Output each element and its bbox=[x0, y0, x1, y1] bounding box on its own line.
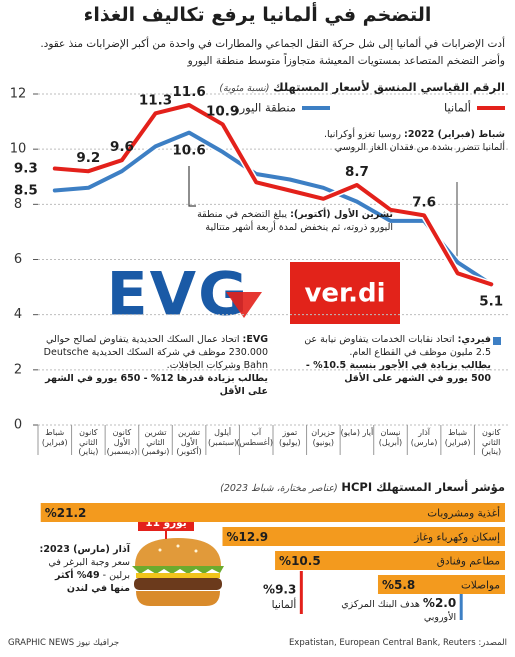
line-chart-unit: (نسبة مئوية) bbox=[219, 83, 270, 94]
y-tick-label: 8 bbox=[14, 197, 22, 212]
annotation: شباط (فبراير) 2022: روسيا تغزو أوكرانيا.… bbox=[315, 128, 505, 154]
x-tick-label: آذار (مارس) bbox=[410, 428, 438, 447]
y-tick-label: 6 bbox=[14, 252, 22, 267]
evg-logo: EVG bbox=[107, 260, 250, 330]
subtitle: أدت الإضرابات في ألمانيا إلى شل حركة الن… bbox=[40, 38, 505, 50]
seed bbox=[158, 548, 162, 552]
bar-chart-header: مؤشر أسعار المستهلك HCPI (عناصر مختارة، … bbox=[220, 480, 505, 494]
value-label: 5.1 bbox=[479, 293, 503, 309]
x-tick-label: تموز (يوليو) bbox=[278, 428, 301, 447]
value-label: 9.3 bbox=[14, 160, 38, 176]
verdi-logo-box bbox=[290, 262, 400, 324]
value-label: 7.6 bbox=[412, 194, 436, 210]
annotation-text: روسيا تغزو أوكرانيا. ألمانيا تتضرر بشدة … bbox=[323, 129, 505, 153]
bar bbox=[40, 503, 505, 522]
bar bbox=[275, 551, 505, 570]
patty bbox=[134, 578, 222, 590]
evg-logo-accent bbox=[226, 292, 262, 318]
line bbox=[52, 130, 494, 287]
category-label: إسكان وكهرباء وغاز bbox=[413, 532, 500, 544]
cheese bbox=[136, 573, 220, 578]
bar bbox=[222, 527, 506, 546]
x-tick-label: شباط (فبراير) bbox=[41, 428, 68, 447]
reference-name: هدف البنك المركزي الأوروبي bbox=[341, 599, 457, 623]
value-label: 8.5 bbox=[14, 183, 38, 199]
y-tick-label: 12 bbox=[10, 87, 27, 102]
value-label: %5.8 bbox=[382, 578, 415, 592]
burger-icon: 11 يورو bbox=[132, 514, 224, 606]
value-label: 9.2 bbox=[76, 150, 100, 166]
union-note: EVG: اتحاد عمال السكك الحديدية يتفاوض لص… bbox=[40, 333, 268, 398]
bar-chart-subtitle: (عناصر مختارة، شباط 2023) bbox=[220, 483, 338, 494]
bullet bbox=[493, 337, 501, 345]
union-name: EVG: bbox=[242, 334, 268, 345]
x-tick-label: شباط (فبراير) bbox=[444, 428, 471, 447]
x-tick-label: كانون الثاني (يناير) bbox=[78, 428, 99, 456]
burger-highlight: 49% أكثر منها في لندن bbox=[55, 570, 130, 594]
value-label: %10.5 bbox=[279, 554, 321, 568]
bun-top bbox=[135, 538, 221, 566]
x-tick-label: حزيران (يونيو) bbox=[311, 428, 336, 447]
burger-date: آذار (مارس) 2023: bbox=[39, 544, 130, 555]
union-text: اتحاد نقابات الخدمات يتفاوض نيابة عن 2.5… bbox=[304, 334, 491, 358]
annotation-text: يبلغ التضخم في منطقة اليورو ذروته، ثم ين… bbox=[197, 209, 393, 233]
union-demand: يطالب بزيادة في الأجور بنسبة 10.5% - 500… bbox=[305, 360, 491, 384]
y-tick-label: 4 bbox=[14, 307, 22, 322]
credit: جرافيك نيوز GRAPHIC NEWS bbox=[8, 638, 120, 648]
line bbox=[52, 103, 494, 287]
y-tick-label: 0 bbox=[14, 418, 22, 433]
x-tick-label: تشرين الأول (أكتوبر) bbox=[176, 428, 202, 456]
x-tick-label: أيلول (سبتمبر) bbox=[208, 428, 238, 447]
value-label: 11.3 bbox=[139, 92, 172, 108]
line-chart-header: الرقم القياسي المنسق لأسعار المستهلك (نس… bbox=[219, 80, 505, 94]
y-tick-label: 2 bbox=[14, 362, 22, 377]
value-label: 10.9 bbox=[206, 103, 239, 119]
category-label: أغذية ومشروبات bbox=[427, 506, 500, 520]
subtitle: وأضر التضخم المتصاعد بمستويات المعيشة مت… bbox=[187, 55, 505, 67]
reference-label: %2.0 bbox=[422, 596, 457, 610]
x-tick-label: كانون الأول (ديسمبر) bbox=[106, 428, 138, 456]
value-label: %12.9 bbox=[226, 530, 268, 544]
category-label: مطاعم وفنادق bbox=[437, 556, 500, 568]
value-label: 9.6 bbox=[110, 139, 134, 155]
value-label: 8.7 bbox=[345, 164, 369, 180]
title: التضخم في ألمانيا يرفع تكاليف الغذاء bbox=[83, 4, 432, 26]
verdi-logo: ver.di bbox=[304, 279, 385, 309]
union-note: فيردي: اتحاد نقابات الخدمات يتفاوض نيابة… bbox=[301, 333, 491, 385]
seed bbox=[194, 549, 198, 553]
line-chart-title: الرقم القياسي المنسق لأسعار المستهلك bbox=[273, 80, 505, 94]
x-tick-label: كانون الثاني (يناير) bbox=[481, 428, 502, 456]
reference-label: %9.3 bbox=[263, 583, 296, 597]
annotation-date: شباط (فبراير) 2022: bbox=[404, 129, 505, 140]
x-tick-label: نيسان (أبريل) bbox=[378, 428, 403, 447]
x-tick-label: أيار (مايو) bbox=[340, 428, 374, 437]
x-tick-label: آب (أغسطس) bbox=[236, 428, 273, 447]
y-tick-label: 10 bbox=[10, 142, 27, 157]
legend-label: ألمانيا bbox=[444, 100, 471, 115]
burger-note: آذار (مارس) 2023: سعر وجبة البرغر في برل… bbox=[36, 543, 130, 595]
union-text: اتحاد عمال السكك الحديدية يتفاوض لصالح ح… bbox=[43, 334, 268, 371]
bun-bottom bbox=[136, 591, 220, 606]
burger-text: سعر وجبة البرغر في برلين - bbox=[48, 557, 130, 581]
source: المصدر: Expatistan, European Central Ban… bbox=[288, 638, 507, 648]
bar bbox=[377, 575, 505, 594]
legend-label: منطقة اليورو bbox=[233, 101, 296, 116]
value-label: 10.6 bbox=[172, 143, 205, 159]
annotation-date: تشرين الأول (أكتوبر): bbox=[290, 209, 393, 220]
lettuce bbox=[132, 566, 224, 574]
x-tick-label: تشرين الثاني (نوفمبر) bbox=[141, 428, 170, 456]
annotation-pointer bbox=[188, 166, 196, 207]
value-label: 11.6 bbox=[172, 84, 205, 100]
annotation: تشرين الأول (أكتوبر): يبلغ التضخم في منط… bbox=[193, 208, 393, 234]
union-demand: يطالب بزيادة قدرها 12% - 650 يورو في الش… bbox=[45, 373, 268, 397]
union-name: فيردي: bbox=[457, 334, 491, 345]
category-label: مواصلات bbox=[461, 580, 500, 592]
reference-name: ألمانيا bbox=[272, 597, 297, 611]
reference-note: %2.0 هدف البنك المركزي الأوروبي bbox=[326, 597, 456, 624]
seed bbox=[176, 544, 180, 548]
value-label: %21.2 bbox=[45, 506, 87, 520]
bar-chart-title: مؤشر أسعار المستهلك HCPI bbox=[341, 480, 505, 494]
